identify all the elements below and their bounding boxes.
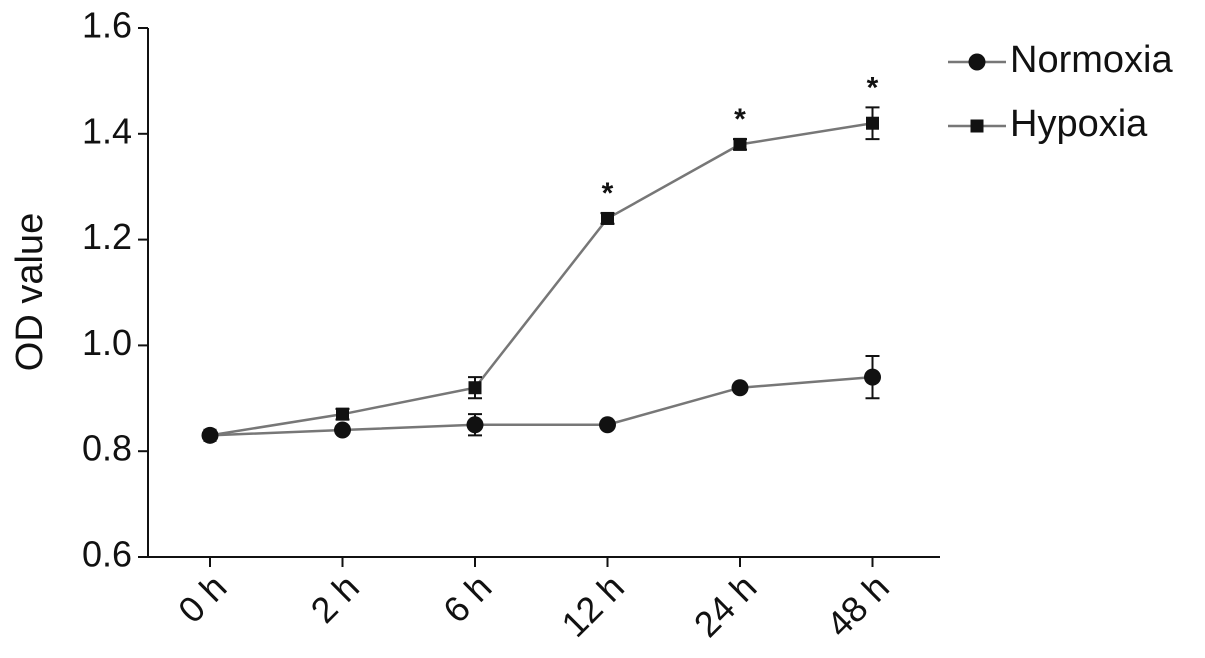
- x-tick-label: 48 h: [818, 566, 897, 645]
- series-line: [209, 375, 873, 437]
- legend-label: Normoxia: [1010, 39, 1173, 81]
- data-point: [731, 379, 749, 397]
- data-point: [466, 416, 484, 434]
- data-point: [468, 381, 482, 395]
- x-tick-label: 0 h: [170, 566, 234, 630]
- data-point: [334, 421, 351, 439]
- data-point: [599, 416, 616, 434]
- data-point: [866, 116, 879, 130]
- legend-marker: [968, 53, 986, 71]
- data-point: [336, 407, 349, 421]
- data-point: [733, 137, 747, 151]
- y-tick-label: 1.2: [82, 216, 132, 257]
- data-point: [203, 428, 217, 442]
- x-tick-label: 2 h: [303, 566, 367, 630]
- y-tick-label: 1.0: [82, 322, 132, 363]
- series-line: [209, 121, 873, 437]
- significance-mark: *: [734, 103, 746, 136]
- y-tick-label: 0.8: [82, 428, 132, 469]
- legend-marker: [970, 119, 984, 133]
- significance-mark: *: [867, 71, 879, 104]
- x-tick-label: 6 h: [435, 566, 499, 630]
- y-tick-label: 1.4: [82, 110, 132, 151]
- data-point: [601, 211, 614, 225]
- y-tick-label: 0.6: [82, 534, 132, 575]
- x-tick-label: 12 h: [553, 566, 632, 645]
- data-point: [864, 368, 881, 386]
- x-tick-label: 24 h: [686, 566, 765, 645]
- significance-mark: *: [602, 177, 614, 210]
- y-tick-label: 1.6: [82, 5, 132, 46]
- y-axis-title: OD value: [9, 213, 51, 371]
- legend-label: Hypoxia: [1010, 103, 1148, 145]
